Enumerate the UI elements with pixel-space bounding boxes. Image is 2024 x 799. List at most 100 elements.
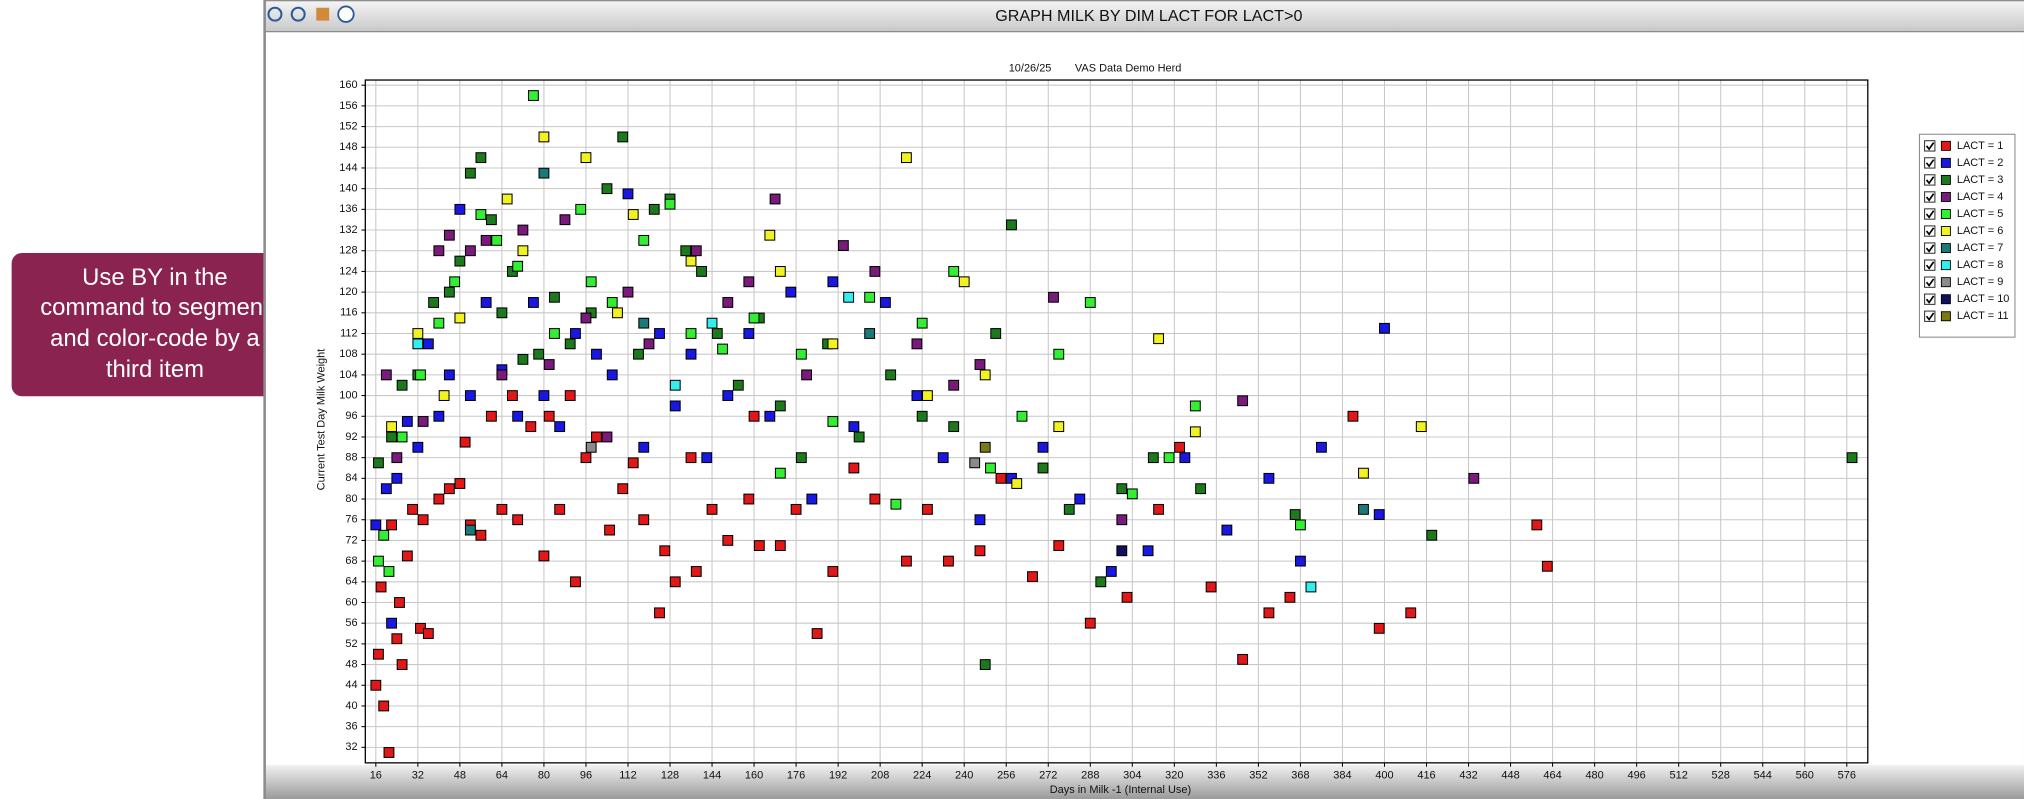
point <box>564 338 576 350</box>
point <box>485 214 497 226</box>
zoom-out[interactable] <box>290 6 306 22</box>
point <box>864 328 876 339</box>
x-tick-label: 224 <box>913 770 931 782</box>
x-tick-label: 96 <box>580 770 592 782</box>
point <box>373 648 384 660</box>
point <box>612 307 623 319</box>
point <box>685 452 697 464</box>
point <box>1846 452 1858 464</box>
point <box>412 328 424 339</box>
x-tick-label: 544 <box>1754 770 1772 782</box>
point <box>722 297 734 308</box>
point <box>1347 410 1359 422</box>
point <box>648 203 660 215</box>
point <box>543 410 555 422</box>
point <box>604 524 616 536</box>
point <box>394 597 405 608</box>
point <box>801 369 813 381</box>
point <box>491 234 503 246</box>
point <box>617 131 629 143</box>
point <box>549 328 560 339</box>
x-tick-label: 352 <box>1249 770 1267 782</box>
point <box>685 348 697 360</box>
check-mark <box>1925 176 1935 185</box>
point <box>843 291 855 303</box>
point <box>417 514 429 526</box>
point <box>1379 322 1390 334</box>
x-tick-label: 208 <box>871 770 889 782</box>
point <box>428 297 440 308</box>
x-tick-label: 368 <box>1291 770 1309 782</box>
legend-label: LACT = 10 <box>1957 293 2010 305</box>
legend-checkbox[interactable] <box>1924 140 1936 152</box>
point <box>1189 426 1201 438</box>
legend-checkbox[interactable] <box>1924 208 1936 220</box>
x-tick-label: 16 <box>370 770 382 782</box>
legend-checkbox[interactable] <box>1924 225 1936 237</box>
help[interactable] <box>337 5 355 23</box>
point <box>937 452 949 464</box>
point <box>528 297 539 308</box>
point <box>974 545 986 557</box>
point <box>517 245 529 257</box>
point <box>900 555 912 567</box>
y-tick-label: 100 <box>339 389 357 401</box>
subtitle-herd: VAS Data Demo Herd <box>1075 62 1181 74</box>
checkbox <box>1924 276 1936 288</box>
point <box>774 266 786 277</box>
export[interactable] <box>316 7 330 21</box>
point <box>1289 509 1301 520</box>
point <box>1373 622 1385 634</box>
y-tick-label: 116 <box>340 307 358 319</box>
subtitle-date: 10/26/25 <box>1009 62 1052 74</box>
zoom-in[interactable] <box>267 6 283 22</box>
x-tick-label: 400 <box>1375 770 1393 782</box>
point <box>743 493 755 505</box>
point <box>606 297 618 308</box>
point <box>1084 297 1096 308</box>
y-tick-label: 84 <box>345 472 357 484</box>
x-tick-label: 528 <box>1712 770 1730 782</box>
point <box>769 193 781 205</box>
legend-swatch <box>1940 294 1951 305</box>
point <box>1074 493 1086 505</box>
point <box>916 410 928 422</box>
legend-checkbox[interactable] <box>1924 293 1936 305</box>
toolbar[interactable] <box>267 5 355 23</box>
legend-checkbox[interactable] <box>1924 157 1936 169</box>
point <box>543 359 555 370</box>
point <box>433 245 445 257</box>
point <box>417 416 429 427</box>
point <box>1142 545 1154 557</box>
point <box>669 400 681 412</box>
point <box>948 379 960 391</box>
y-tick-label: 36 <box>345 721 357 733</box>
point <box>412 338 424 350</box>
point <box>464 390 476 402</box>
point <box>443 286 455 298</box>
point <box>806 493 818 505</box>
point <box>538 131 550 143</box>
point <box>1205 581 1217 593</box>
point <box>885 369 897 381</box>
point <box>1016 410 1028 422</box>
y-tick-label: 76 <box>345 514 357 526</box>
point <box>1053 348 1065 360</box>
x-tick-label: 464 <box>1543 770 1561 782</box>
legend-checkbox[interactable] <box>1924 174 1936 186</box>
point <box>443 369 455 381</box>
legend-checkbox[interactable] <box>1924 310 1936 322</box>
point <box>1011 478 1023 489</box>
legend-checkbox[interactable] <box>1924 276 1936 288</box>
point <box>1048 291 1059 303</box>
point <box>1316 441 1327 453</box>
legend-checkbox[interactable] <box>1924 191 1936 203</box>
point <box>1153 503 1165 515</box>
legend-checkbox[interactable] <box>1924 259 1936 271</box>
legend-checkbox[interactable] <box>1924 242 1936 254</box>
point <box>701 452 713 464</box>
y-tick-label: 88 <box>345 452 357 464</box>
point <box>1116 545 1128 557</box>
x-tick-label: 496 <box>1627 770 1645 782</box>
point <box>748 410 760 422</box>
